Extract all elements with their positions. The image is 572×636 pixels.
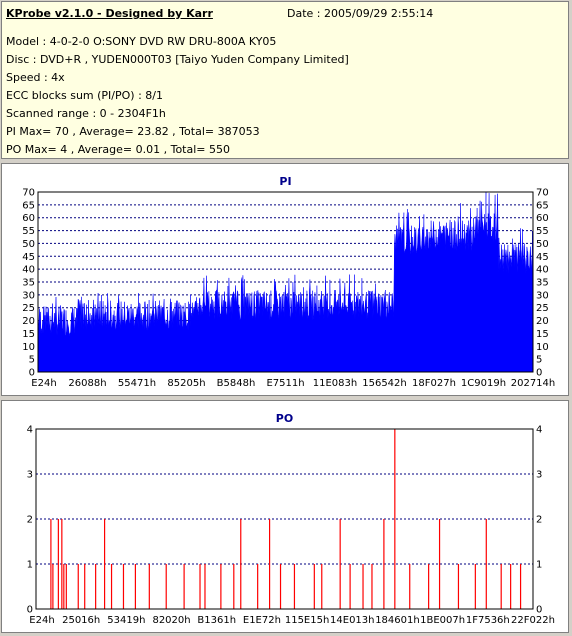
x-tick-label: 156542h [362, 378, 407, 389]
pi-chart-panel: PI 0 0 5 5 10 10 15 15 20 20 25 25 30 30 35 35 40 40 45 45 50… [1, 163, 569, 396]
x-tick-label: 26088h [68, 378, 106, 389]
info-range: Scanned range : 0 - 2304F1h [6, 107, 166, 120]
x-tick-label: E7511h [266, 378, 304, 389]
scan-date: Date : 2005/09/29 2:55:14 [287, 7, 434, 20]
info-model: Model : 4-0-2-0 O:SONY DVD RW DRU-800A K… [6, 35, 277, 48]
x-tick-label: 14E013h [330, 615, 374, 626]
y-tick-label-left: 60 [22, 213, 35, 224]
x-tick-label: E24h [29, 615, 54, 626]
y-tick-label-left: 65 [22, 200, 35, 211]
x-tick-label: 22F022h [511, 615, 555, 626]
y-tick-label-left: 0 [29, 368, 35, 379]
y-tick-label-right: 2 [536, 515, 542, 526]
x-tick-label: 55471h [118, 378, 156, 389]
x-tick-label: 115E15h [285, 615, 329, 626]
info-ecc: ECC blocks sum (PI/PO) : 8/1 [6, 89, 163, 102]
y-tick-label-right: 10 [536, 342, 549, 353]
x-tick-label: E1E72h [243, 615, 281, 626]
x-tick-label: 11E083h [313, 378, 357, 389]
x-tick-label: 53419h [107, 615, 145, 626]
y-tick-label-right: 35 [536, 278, 549, 289]
x-tick-label: 1C9019h [461, 378, 506, 389]
x-tick-label: 202714h [511, 378, 556, 389]
y-tick-label-left: 40 [22, 265, 35, 276]
y-tick-label-right: 5 [536, 355, 542, 366]
y-tick-label-right: 0 [536, 368, 542, 379]
y-tick-label-right: 65 [536, 200, 549, 211]
y-tick-label-right: 55 [536, 226, 549, 237]
y-tick-label-left: 30 [22, 290, 35, 301]
po-chart: PO 0 0 1 1 2 2 3 3 4 4 E24h 25016h 53419h 82020h B1361h… [27, 412, 555, 626]
info-panel: KProbe v2.1.0 - Designed by Karr Date : … [1, 1, 569, 159]
y-tick-label-left: 50 [22, 239, 35, 250]
x-tick-label: 25016h [62, 615, 100, 626]
plot-border [35, 428, 534, 610]
y-tick-label-right: 20 [536, 316, 549, 327]
pi-series-area [37, 191, 534, 373]
y-tick-label-right: 50 [536, 239, 549, 250]
chart-title: PO [276, 412, 293, 425]
chart-title: PI [279, 175, 291, 188]
plot-border [37, 191, 534, 373]
y-tick-label-right: 4 [536, 425, 542, 436]
info-speed: Speed : 4x [6, 71, 65, 84]
y-tick-label-left: 15 [22, 329, 35, 340]
info-disc: Disc : DVD+R , YUDEN000T03 [Taiyo Yuden … [6, 53, 349, 66]
x-tick-label: B5848h [217, 378, 256, 389]
x-tick-label: E24h [31, 378, 56, 389]
po-chart-panel: PO 0 0 1 1 2 2 3 3 4 4 E24h 25016h 53419h 82020h B1361h… [1, 400, 569, 633]
x-tick-label: 1BE007h [420, 615, 465, 626]
y-tick-label-left: 25 [22, 303, 35, 314]
y-tick-label-left: 2 [27, 515, 33, 526]
y-tick-label-right: 3 [536, 470, 542, 481]
x-tick-label: 85205h [167, 378, 205, 389]
y-tick-label-right: 45 [536, 252, 549, 263]
y-tick-label-left: 3 [27, 470, 33, 481]
y-tick-label-right: 60 [536, 213, 549, 224]
y-tick-label-right: 0 [536, 605, 542, 616]
x-tick-label: 1F7536h [466, 615, 510, 626]
x-tick-label: 18F027h [412, 378, 456, 389]
y-tick-label-right: 15 [536, 329, 549, 340]
x-tick-label: 184601h [375, 615, 420, 626]
y-tick-label-left: 1 [27, 560, 33, 571]
y-tick-label-right: 40 [536, 265, 549, 276]
y-tick-label-left: 4 [27, 425, 33, 436]
y-tick-label-right: 25 [536, 303, 549, 314]
y-tick-label-left: 20 [22, 316, 35, 327]
y-tick-label-right: 30 [536, 290, 549, 301]
y-tick-label-right: 70 [536, 188, 549, 199]
y-tick-label-left: 55 [22, 226, 35, 237]
x-tick-label: B1361h [197, 615, 236, 626]
y-tick-label-left: 10 [22, 342, 35, 353]
info-pi-stats: PI Max= 70 , Average= 23.82 , Total= 387… [6, 125, 260, 138]
app-title: KProbe v2.1.0 - Designed by Karr [6, 7, 213, 20]
info-po-stats: PO Max= 4 , Average= 0.01 , Total= 550 [6, 143, 230, 156]
y-tick-label-left: 35 [22, 278, 35, 289]
x-tick-label: 82020h [152, 615, 190, 626]
y-tick-label-right: 1 [536, 560, 542, 571]
y-tick-label-left: 45 [22, 252, 35, 263]
y-tick-label-left: 5 [29, 355, 35, 366]
y-tick-label-left: 0 [27, 605, 33, 616]
y-tick-label-left: 70 [22, 188, 35, 199]
